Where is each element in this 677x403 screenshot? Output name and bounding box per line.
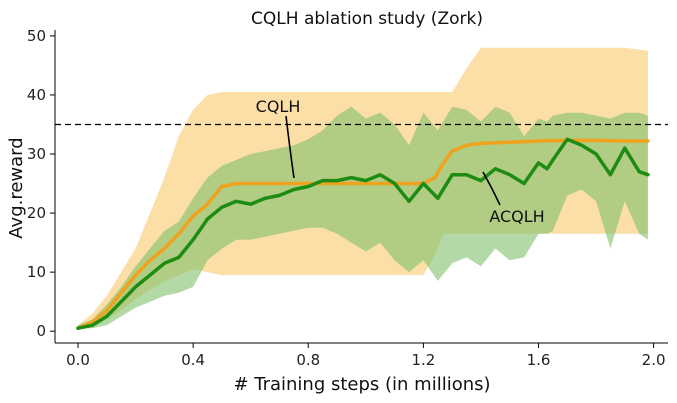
x-tick-label: 1.6 — [527, 351, 551, 369]
y-tick-label: 30 — [27, 145, 46, 163]
x-tick-label: 0.8 — [296, 351, 320, 369]
acqlh-annotation-arrow — [482, 171, 501, 206]
x-tick-label: 1.2 — [411, 351, 435, 369]
x-axis-title: # Training steps (in millions) — [233, 374, 490, 395]
cqlh-annotation: CQLH — [256, 97, 301, 116]
y-tick-label: 40 — [27, 86, 46, 104]
y-tick-label: 0 — [36, 322, 46, 340]
x-tick-label: 0.0 — [66, 351, 90, 369]
y-tick-label: 10 — [27, 263, 46, 281]
x-tick-label: 0.4 — [181, 351, 205, 369]
chart-title: CQLH ablation study (Zork) — [251, 9, 483, 29]
y-axis-title: Avg.reward — [6, 137, 27, 238]
y-tick-label: 50 — [27, 27, 46, 45]
acqlh-confidence-band — [78, 106, 648, 329]
cqlh-mean-line — [76, 138, 650, 330]
y-tick-label: 20 — [27, 204, 46, 222]
x-tick-label: 2.0 — [642, 351, 666, 369]
cqlh-annotation-arrow — [285, 115, 295, 179]
acqlh-annotation: ACQLH — [489, 207, 544, 226]
acqlh-mean-line — [76, 137, 650, 330]
